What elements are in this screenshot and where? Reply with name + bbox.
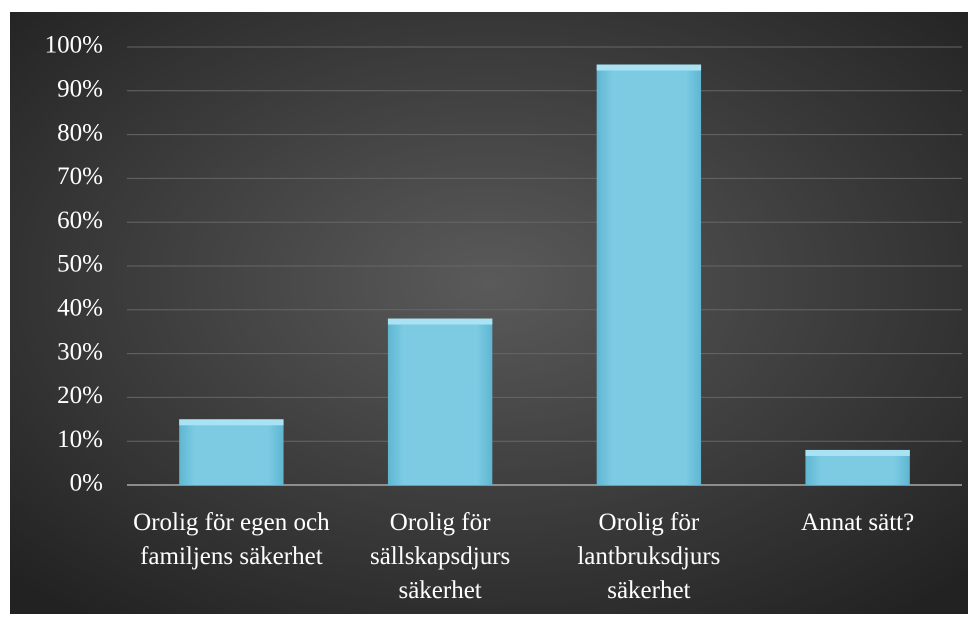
bar (596, 64, 702, 486)
x-tick-label: Annat sätt? (801, 509, 915, 536)
y-tick-label: 90% (57, 76, 103, 103)
x-tick-label: Orolig för egen och familjens säkerhet (133, 509, 330, 570)
y-tick-label: 60% (57, 207, 103, 234)
bar (387, 318, 493, 485)
bar (179, 419, 284, 485)
bar-bevel (387, 318, 493, 325)
y-tick-label: 30% (57, 338, 103, 365)
y-tick-label: 10% (57, 426, 103, 453)
x-tick-label: Orolig för lantbruksdjurs säkerhet (577, 509, 721, 604)
y-tick-label: 40% (57, 295, 103, 322)
bar-bevel (179, 419, 284, 426)
background (10, 12, 968, 614)
y-tick-label: 100% (45, 32, 103, 59)
bar-bevel (805, 449, 910, 456)
y-tick-label: 50% (57, 251, 103, 278)
y-tick-label: 70% (57, 163, 103, 190)
bar-bevel (596, 64, 702, 71)
y-tick-label: 20% (57, 382, 103, 409)
y-tick-label: 0% (70, 470, 103, 497)
y-tick-label: 80% (57, 119, 103, 146)
x-tick-label: Orolig för sällskapsdjurs säkerhet (369, 509, 511, 604)
